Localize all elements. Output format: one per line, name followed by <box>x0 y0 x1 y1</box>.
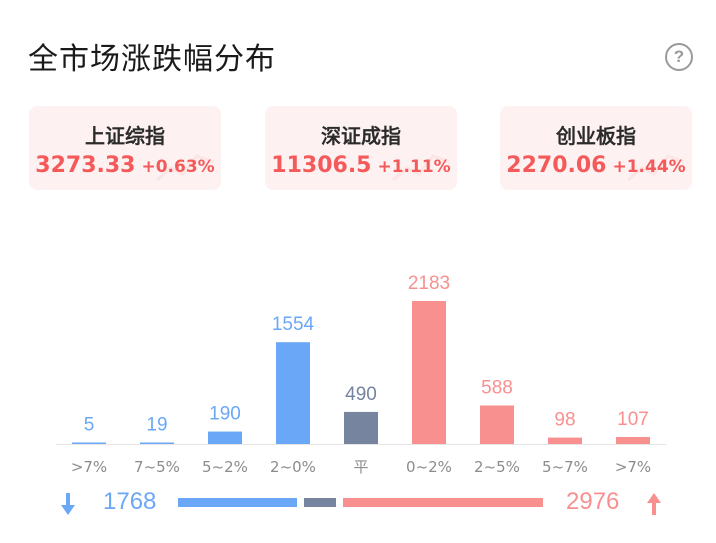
index-name: 上证综指 <box>85 124 165 148</box>
category-tick-label: 平 <box>353 458 368 476</box>
bar-value-label: 588 <box>481 377 513 398</box>
category-tick-label: 0~2% <box>406 458 452 476</box>
bar[interactable] <box>412 301 446 444</box>
bar-value-label: 2183 <box>408 273 450 294</box>
down-count: 1768 <box>103 488 157 515</box>
bar-value-label: 19 <box>146 415 167 436</box>
bar[interactable] <box>344 411 378 444</box>
index-card-shanghai[interactable]: 上证综指 3273.33 +0.63% <box>29 106 221 190</box>
bar[interactable] <box>208 431 242 444</box>
index-value: 2270.06 <box>506 153 607 178</box>
category-tick-label: 5~2% <box>202 458 248 476</box>
index-change: +0.63% <box>141 157 215 177</box>
index-value: 11306.5 <box>271 153 372 178</box>
bar-value-label: 1554 <box>272 314 315 335</box>
bar[interactable] <box>480 405 514 444</box>
chart-watermark-icon <box>156 154 214 182</box>
arrow-up-icon <box>647 493 661 515</box>
index-card-chinext[interactable]: 创业板指 2270.06 +1.44% <box>500 106 692 190</box>
bar-value-label: 5 <box>84 415 95 436</box>
page-title: 全市场涨跌幅分布 <box>28 42 276 77</box>
index-value: 3273.33 <box>35 153 136 178</box>
index-change: +1.11% <box>377 157 451 177</box>
category-tick-label: >7% <box>615 458 651 476</box>
category-tick-label: 7~5% <box>134 458 180 476</box>
ratio-bar-down <box>178 498 297 507</box>
up-count: 2976 <box>566 488 620 515</box>
bar[interactable] <box>140 442 174 445</box>
ratio-bar-up <box>343 498 543 507</box>
distribution-bar-chart: 5 >7% 19 7~5% 190 5~2% 1554 2~0% 490 平 2183 0~2% 588… <box>56 273 666 476</box>
ratio-bar-flat <box>303 498 337 507</box>
bar-value-label: 98 <box>554 410 575 431</box>
category-tick-label: 2~5% <box>474 458 520 476</box>
help-icon[interactable]: ? <box>665 43 693 71</box>
bar-value-label: 190 <box>209 404 241 425</box>
bar[interactable] <box>616 436 650 444</box>
bar-value-label: 107 <box>617 409 649 430</box>
bar-value-label: 490 <box>345 384 377 405</box>
index-change: +1.44% <box>612 157 686 177</box>
index-name: 深证成指 <box>321 124 401 148</box>
bar[interactable] <box>72 442 106 445</box>
index-card-shenzhen[interactable]: 深证成指 11306.5 +1.11% <box>265 106 457 190</box>
arrow-down-icon <box>61 493 75 515</box>
category-tick-label: 5~7% <box>542 458 588 476</box>
chart-watermark-icon <box>627 154 685 182</box>
category-tick-label: >7% <box>71 458 107 476</box>
bar[interactable] <box>276 342 310 444</box>
chart-watermark-icon <box>392 154 450 182</box>
category-tick-label: 2~0% <box>270 458 316 476</box>
bar[interactable] <box>548 437 582 444</box>
index-name: 创业板指 <box>556 124 636 148</box>
